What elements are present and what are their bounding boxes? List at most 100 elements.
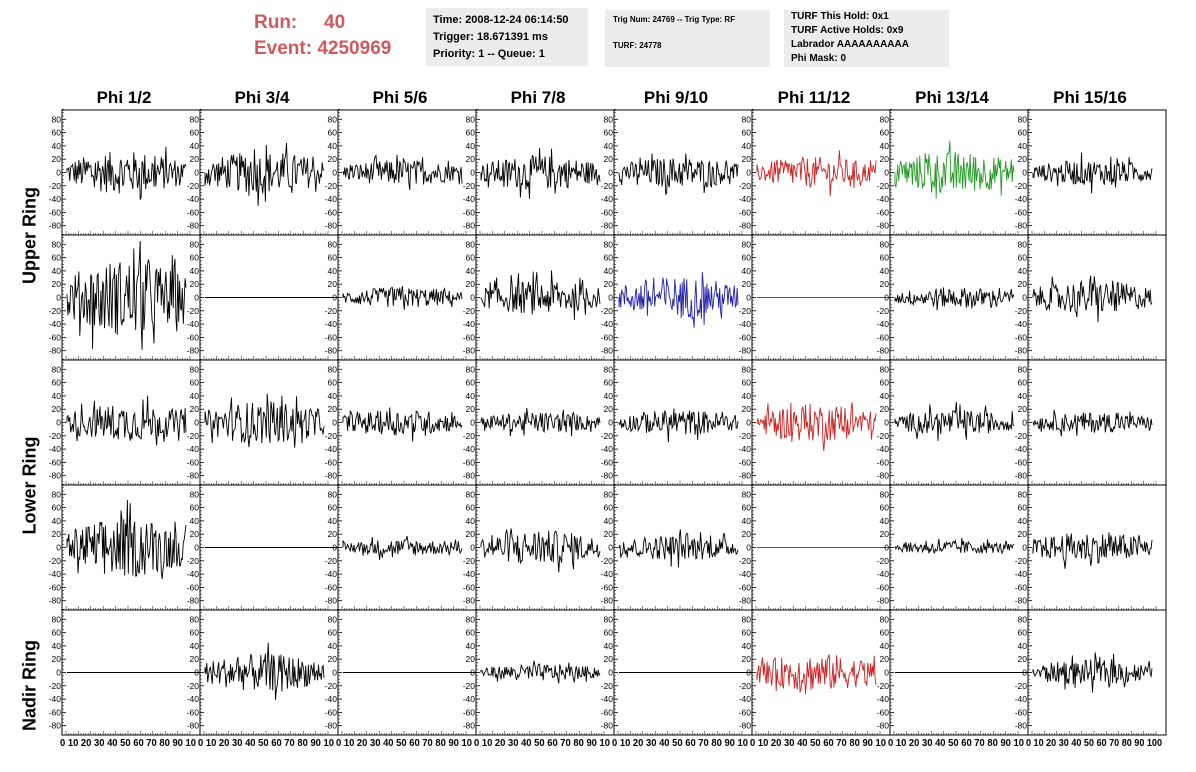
y-tick-label: -20 (463, 306, 476, 316)
y-tick-label: 80 (880, 239, 890, 249)
y-tick-label: 40 (604, 391, 614, 401)
y-tick-label: -40 (1015, 694, 1028, 704)
x-tick-labels: 0 10 20 30 40 50 60 70 80 90 10 (198, 737, 334, 749)
y-tick-label: 60 (604, 128, 614, 138)
y-tick-label: 40 (190, 641, 200, 651)
y-tick-label: 80 (742, 239, 752, 249)
y-tick-label: 40 (466, 516, 476, 526)
y-tick-label: 80 (52, 239, 62, 249)
y-tick-label: -80 (1015, 721, 1028, 731)
y-tick-label: -80 (601, 721, 614, 731)
priority-line: Priority: 1 -- Queue: 1 (433, 48, 545, 60)
y-tick-label: 0 (470, 168, 475, 178)
y-tick-label: 0 (56, 418, 61, 428)
y-tick-label: 0 (194, 168, 199, 178)
y-tick-label: 60 (190, 128, 200, 138)
y-tick-label: -60 (187, 707, 200, 717)
y-tick-label: 40 (328, 266, 338, 276)
phi-mask-line: Phi Mask: 0 (791, 53, 847, 64)
y-tick-label: -40 (463, 569, 476, 579)
y-tick-label: -20 (463, 681, 476, 691)
y-tick-label: -80 (1015, 346, 1028, 356)
y-tick-label: 40 (328, 516, 338, 526)
y-tick-label: 60 (1018, 378, 1028, 388)
y-tick-label: 40 (880, 141, 890, 151)
y-tick-label: 0 (884, 668, 889, 678)
y-tick-label: -80 (601, 596, 614, 606)
y-tick-label: 40 (742, 266, 752, 276)
y-tick-label: 40 (328, 141, 338, 151)
y-tick-label: -40 (1015, 194, 1028, 204)
y-tick-label: -40 (49, 569, 62, 579)
y-tick-label: 60 (1018, 628, 1028, 638)
waveform-panel: 80 60 40 20 0 -20 -40 -60 -80 (187, 609, 339, 736)
y-tick-label: -80 (187, 721, 200, 731)
y-tick-label: 80 (742, 364, 752, 374)
x-tick-labels: 0 10 20 30 40 50 60 70 80 90 10 (612, 737, 748, 749)
y-tick-label: -40 (325, 444, 338, 454)
y-tick-label: 0 (746, 668, 751, 678)
y-tick-label: 0 (746, 293, 751, 303)
y-tick-label: 80 (880, 114, 890, 124)
y-tick-label: 0 (470, 293, 475, 303)
y-tick-label: -20 (325, 556, 338, 566)
y-tick-label: -80 (463, 221, 476, 231)
y-tick-label: 20 (190, 654, 200, 664)
turf-info-box: TURF This Hold: 0x1 TURF Active Holds: 0… (784, 10, 949, 67)
y-tick-label: -80 (739, 346, 752, 356)
y-tick-label: -80 (463, 346, 476, 356)
y-tick-label: 20 (1018, 404, 1028, 414)
y-tick-label: -80 (877, 721, 890, 731)
y-tick-label: 0 (194, 668, 199, 678)
y-tick-label: -80 (739, 721, 752, 731)
y-tick-label: -80 (739, 471, 752, 481)
y-tick-label: 60 (880, 128, 890, 138)
y-tick-label: -40 (187, 569, 200, 579)
y-tick-label: 20 (880, 154, 890, 164)
y-tick-label: 0 (884, 168, 889, 178)
y-tick-label: -60 (739, 207, 752, 217)
waveform-panel: 80 60 40 20 0 -20 -40 -60 -80 (49, 359, 201, 486)
y-tick-label: -80 (325, 346, 338, 356)
y-tick-label: -80 (877, 221, 890, 231)
waveform-panel: 80 60 40 20 0 -20 -40 -60 -80 (49, 109, 201, 236)
waveform-panel: 80 60 40 20 0 -20 -40 -60 -80 (601, 234, 753, 361)
y-tick-label: 80 (604, 364, 614, 374)
y-tick-label: -80 (1015, 471, 1028, 481)
y-tick-label: -40 (187, 194, 200, 204)
y-tick-label: 20 (742, 529, 752, 539)
waveform-series (204, 642, 325, 700)
y-tick-label: 0 (194, 418, 199, 428)
waveform-series (1032, 532, 1153, 569)
y-tick-label: 20 (52, 154, 62, 164)
y-tick-label: -60 (187, 332, 200, 342)
y-tick-label: -20 (739, 181, 752, 191)
y-tick-label: -40 (601, 319, 614, 329)
waveform-panel: 80 60 40 20 0 -20 -40 -60 -80 (187, 234, 339, 361)
y-tick-label: 40 (328, 391, 338, 401)
y-tick-label: -60 (739, 457, 752, 467)
waveform-series (204, 393, 325, 448)
y-tick-label: 0 (194, 543, 199, 553)
y-tick-label: 60 (880, 628, 890, 638)
y-tick-label: 0 (56, 543, 61, 553)
y-tick-label: 80 (604, 114, 614, 124)
y-tick-label: 20 (742, 654, 752, 664)
y-tick-label: -20 (877, 556, 890, 566)
x-tick-labels: 0 10 20 30 40 50 60 70 80 90 10 (474, 737, 610, 749)
y-tick-label: 20 (190, 404, 200, 414)
y-tick-label: 0 (332, 168, 337, 178)
y-tick-label: 20 (880, 529, 890, 539)
waveform-panel: 80 60 40 20 0 -20 -40 -60 -80 (601, 484, 753, 611)
waveform-panel: 80 60 40 20 0 -20 -40 -60 -80 (463, 359, 615, 486)
y-tick-label: -60 (325, 707, 338, 717)
y-tick-label: -40 (877, 569, 890, 579)
y-tick-label: 0 (1022, 293, 1027, 303)
y-tick-label: -60 (49, 332, 62, 342)
waveform-series (1032, 409, 1153, 437)
y-tick-label: 60 (604, 253, 614, 263)
y-tick-label: 0 (884, 418, 889, 428)
y-tick-label: -80 (601, 346, 614, 356)
run-value: 40 (324, 12, 346, 33)
waveform-panel: 80 60 40 20 0 -20 -40 -60 -80 (1015, 609, 1167, 736)
